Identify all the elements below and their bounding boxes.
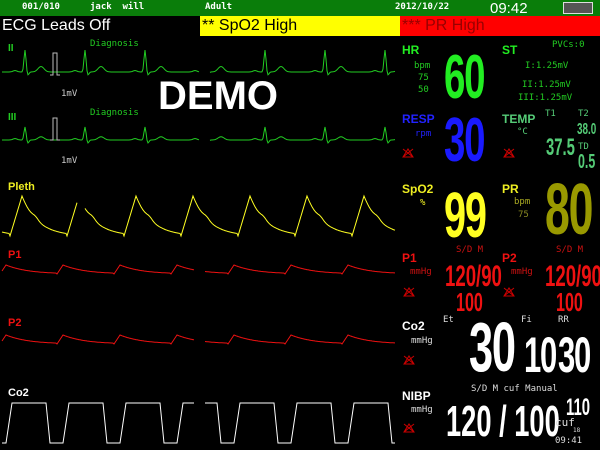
ecg1-scale: 1mV: [61, 89, 78, 99]
waveform-area: [1, 49, 396, 444]
co2-rr-value: 30: [558, 327, 591, 383]
td-label: TD: [578, 142, 589, 152]
co2-unit: mmHg: [411, 336, 433, 346]
ecg1-lead[interactable]: II: [8, 43, 14, 54]
alarm-off-icon: [403, 350, 415, 365]
pleth-label[interactable]: Pleth: [8, 181, 35, 193]
alarm-off-icon: [503, 282, 515, 297]
p1-unit: mmHg: [410, 267, 432, 277]
co2-wave: [2, 402, 395, 444]
pr-label[interactable]: PR: [502, 182, 519, 196]
ecg2-lead[interactable]: III: [8, 112, 17, 123]
clock: 09:42: [490, 0, 528, 17]
status-bar: [0, 0, 600, 16]
demo-watermark: DEMO: [158, 74, 278, 118]
p2-wave-label[interactable]: P2: [8, 317, 22, 329]
p1-mode: S/D M: [456, 245, 484, 255]
t1-label: T1: [545, 109, 556, 119]
hr-value: 60: [444, 43, 486, 112]
temp-unit: °C: [517, 127, 528, 137]
nibp-unit: mmHg: [411, 405, 433, 415]
p1-mean: 100: [456, 287, 483, 317]
alarm-ecg-leads-off[interactable]: ECG Leads Off: [0, 16, 200, 36]
t1-value: 37.5: [546, 134, 575, 161]
ecg2-scale: 1mV: [61, 156, 78, 166]
ecg-ii-wave: [2, 49, 396, 76]
co2-fi-value: 10: [524, 327, 557, 383]
bed-number: 001/010: [22, 2, 60, 12]
alarm-off-icon: [403, 282, 415, 297]
patient-name[interactable]: jack will: [90, 2, 145, 12]
alarm-off-icon: [403, 418, 415, 433]
p1-wave-label[interactable]: P1: [8, 249, 22, 261]
co2-wave-label[interactable]: Co2: [8, 387, 29, 399]
resp-label[interactable]: RESP: [402, 112, 435, 126]
nibp-cuf-label: cuf: [555, 416, 575, 429]
hr-low-limit: 50: [418, 85, 429, 95]
pr-limit: 75: [518, 210, 529, 220]
pvcs: PVCs:0: [552, 40, 585, 50]
ecg2-mode[interactable]: Diagnosis: [90, 108, 139, 118]
spo2-value: 99: [444, 179, 487, 251]
hr-high-limit: 75: [418, 73, 429, 83]
p2-unit: mmHg: [511, 267, 533, 277]
ecg1-mode[interactable]: Diagnosis: [90, 39, 139, 49]
nibp-cuf-value: 18: [573, 427, 581, 434]
st-i: I:1.25mV: [525, 61, 569, 71]
ecg-iii-wave: [2, 126, 396, 144]
ac-power-battery-icon: [563, 2, 593, 14]
p1-wave: [1, 264, 395, 275]
td-value: 0.5: [578, 151, 596, 173]
ecg-ii-calibration: [50, 52, 60, 76]
hr-unit: bpm: [414, 61, 431, 71]
alarm-off-icon: [503, 143, 515, 158]
date: 2012/10/22: [395, 2, 450, 12]
spo2-unit: %: [420, 198, 426, 208]
t2-value: 38.0: [577, 121, 597, 138]
spo2-label[interactable]: SpO2: [402, 182, 434, 196]
p2-label[interactable]: P2: [502, 251, 517, 265]
alarm-spo2-high[interactable]: ** SpO2 High: [200, 16, 400, 36]
p1-sd: 120/90: [445, 260, 502, 293]
p2-sd: 120/90: [545, 260, 600, 293]
ecg-iii-calibration: [50, 117, 60, 141]
co2-et-value: 30: [469, 308, 516, 386]
nibp-sd: 120 / 100: [446, 397, 560, 446]
st-ii: II:1.25mV: [522, 80, 571, 90]
temp-label[interactable]: TEMP: [502, 112, 536, 126]
hr-label[interactable]: HR: [402, 43, 420, 57]
co2-label[interactable]: Co2: [402, 319, 425, 333]
pr-unit: bpm: [514, 197, 531, 207]
st-iii: III:1.25mV: [518, 93, 573, 103]
alarm-pr-high[interactable]: *** PR High: [400, 16, 600, 36]
p2-mode: S/D M: [556, 245, 584, 255]
pleth-wave: [1, 194, 396, 238]
co2-rr-label: RR: [558, 315, 569, 325]
co2-fi-label: Fi: [521, 315, 532, 325]
nibp-time: 09:41: [555, 436, 583, 446]
p2-wave: [1, 334, 395, 345]
resp-value: 30: [444, 106, 486, 175]
pr-value: 80: [545, 170, 593, 250]
nibp-mode: S/D M cuf Manual: [471, 384, 558, 394]
nibp-mean: 110: [566, 394, 591, 421]
co2-et-label: Et: [443, 315, 454, 325]
nibp-label[interactable]: NIBP: [402, 389, 431, 403]
st-label[interactable]: ST: [502, 43, 518, 57]
alarm-off-icon: [402, 143, 414, 158]
p2-mean: 100: [556, 287, 583, 317]
t2-label: T2: [578, 109, 589, 119]
p1-label[interactable]: P1: [402, 251, 417, 265]
resp-unit: rpm: [415, 129, 432, 139]
patient-type[interactable]: Adult: [205, 2, 233, 12]
